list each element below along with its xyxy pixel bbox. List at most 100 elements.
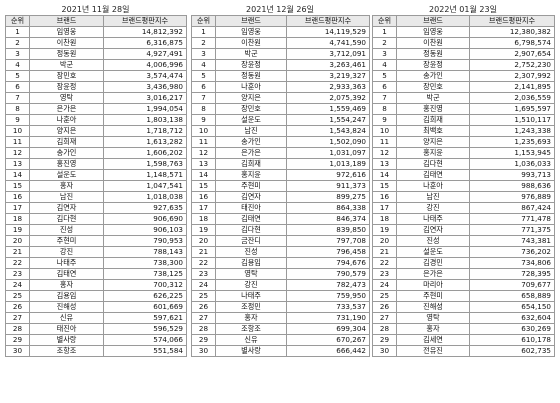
brand-cell: 김연자 [29, 202, 104, 214]
score-cell: 790,953 [103, 235, 187, 247]
table-row: 28 홍자 630,269 [372, 323, 555, 335]
table-row: 2 이찬원 4,741,590 [191, 37, 370, 49]
rank-cell: 6 [5, 81, 30, 93]
index-header: 브랜드평판지수 [286, 15, 370, 27]
score-cell: 709,677 [469, 279, 555, 291]
rank-cell: 12 [372, 147, 397, 159]
brand-cell: 남진 [29, 191, 104, 203]
brand-cell: 영탁 [396, 312, 470, 324]
score-cell: 6,316,875 [103, 37, 187, 49]
rank-cell: 26 [5, 301, 30, 313]
table-row: 5 송가인 2,307,992 [372, 70, 555, 82]
brand-cell: 설운도 [396, 246, 470, 258]
table-row: 12 은가은 1,031,097 [191, 147, 370, 159]
rank-cell: 21 [5, 246, 30, 258]
table-row: 11 김희재 1,613,282 [5, 136, 187, 148]
rank-cell: 23 [191, 268, 216, 280]
table-row: 26 진해성 601,669 [5, 301, 187, 313]
rank-cell: 27 [191, 312, 216, 324]
table-row: 11 송가인 1,502,090 [191, 136, 370, 148]
rank-cell: 30 [372, 345, 397, 357]
brand-cell: 양지은 [396, 136, 470, 148]
brand-cell: 김희재 [396, 114, 470, 126]
brand-cell: 별사랑 [215, 345, 287, 357]
brand-cell: 태진아 [29, 323, 104, 335]
rank-cell: 17 [372, 202, 397, 214]
rank-cell: 6 [372, 81, 397, 93]
score-cell: 790,579 [286, 268, 370, 280]
brand-cell: 김경민 [396, 257, 470, 269]
table-row: 18 김태연 846,374 [191, 213, 370, 225]
table-row: 5 장민호 3,574,474 [5, 70, 187, 82]
brand-header: 브랜드 [396, 15, 470, 27]
brand-cell: 장윤정 [29, 81, 104, 93]
score-cell: 1,018,038 [103, 191, 187, 203]
score-cell: 14,812,392 [103, 26, 187, 38]
score-cell: 988,636 [469, 180, 555, 192]
table-row: 28 태진아 596,529 [5, 323, 187, 335]
rank-cell: 11 [5, 136, 30, 148]
brand-cell: 김태연 [396, 169, 470, 181]
rank-cell: 5 [372, 70, 397, 82]
score-cell: 3,263,461 [286, 59, 370, 71]
table-row: 10 최백호 1,243,338 [372, 125, 555, 137]
brand-cell: 은가은 [215, 147, 287, 159]
score-cell: 1,036,033 [469, 158, 555, 170]
rank-cell: 23 [5, 268, 30, 280]
brand-cell: 전유진 [396, 345, 470, 357]
score-cell: 846,374 [286, 213, 370, 225]
brand-cell: 진해성 [396, 301, 470, 313]
table-row: 5 정동원 3,219,327 [191, 70, 370, 82]
brand-cell: 박군 [396, 92, 470, 104]
rank-cell: 17 [5, 202, 30, 214]
score-cell: 782,473 [286, 279, 370, 291]
score-cell: 610,178 [469, 334, 555, 346]
rank-cell: 22 [191, 257, 216, 269]
brand-cell: 김용임 [215, 257, 287, 269]
brand-cell: 조항조 [29, 345, 104, 357]
score-cell: 993,713 [469, 169, 555, 181]
brand-cell: 주현미 [215, 180, 287, 192]
score-cell: 794,676 [286, 257, 370, 269]
rank-cell: 18 [372, 213, 397, 225]
score-cell: 700,312 [103, 279, 187, 291]
rank-cell: 15 [5, 180, 30, 192]
rank-cell: 20 [372, 235, 397, 247]
table-row: 4 장윤정 3,263,461 [191, 59, 370, 71]
brand-cell: 영탁 [215, 268, 287, 280]
brand-cell: 임영웅 [215, 26, 287, 38]
table-row: 8 장민호 1,559,469 [191, 103, 370, 115]
score-cell: 2,307,992 [469, 70, 555, 82]
table-row: 1 임영웅 14,812,392 [5, 26, 187, 38]
table-row: 3 박군 3,712,091 [191, 48, 370, 60]
table-row: 21 진성 796,458 [191, 246, 370, 258]
score-cell: 927,635 [103, 202, 187, 214]
brand-cell: 박군 [29, 59, 104, 71]
table-row: 30 전유진 602,735 [372, 345, 555, 357]
score-cell: 1,502,090 [286, 136, 370, 148]
score-cell: 654,150 [469, 301, 555, 313]
score-cell: 1,153,945 [469, 147, 555, 159]
table-row: 8 홍진영 1,695,597 [372, 103, 555, 115]
score-cell: 699,304 [286, 323, 370, 335]
brand-cell: 영탁 [29, 92, 104, 104]
brand-cell: 송가인 [29, 147, 104, 159]
score-cell: 2,036,559 [469, 92, 555, 104]
brand-cell: 김태연 [29, 268, 104, 280]
table-row: 29 별사랑 574,066 [5, 334, 187, 346]
rank-cell: 26 [191, 301, 216, 313]
rank-cell: 13 [372, 158, 397, 170]
table-row: 19 김다현 839,850 [191, 224, 370, 236]
brand-cell: 신유 [215, 334, 287, 346]
score-cell: 906,103 [103, 224, 187, 236]
score-cell: 1,013,189 [286, 158, 370, 170]
table-row: 13 김희재 1,013,189 [191, 158, 370, 170]
table-row: 17 태진아 864,338 [191, 202, 370, 214]
rank-cell: 9 [372, 114, 397, 126]
rank-cell: 28 [5, 323, 30, 335]
panel-date: 2022년 01월 23일 [429, 5, 497, 14]
score-cell: 666,442 [286, 345, 370, 357]
table-row: 11 양지은 1,235,693 [372, 136, 555, 148]
table-row: 7 양지은 2,075,392 [191, 92, 370, 104]
